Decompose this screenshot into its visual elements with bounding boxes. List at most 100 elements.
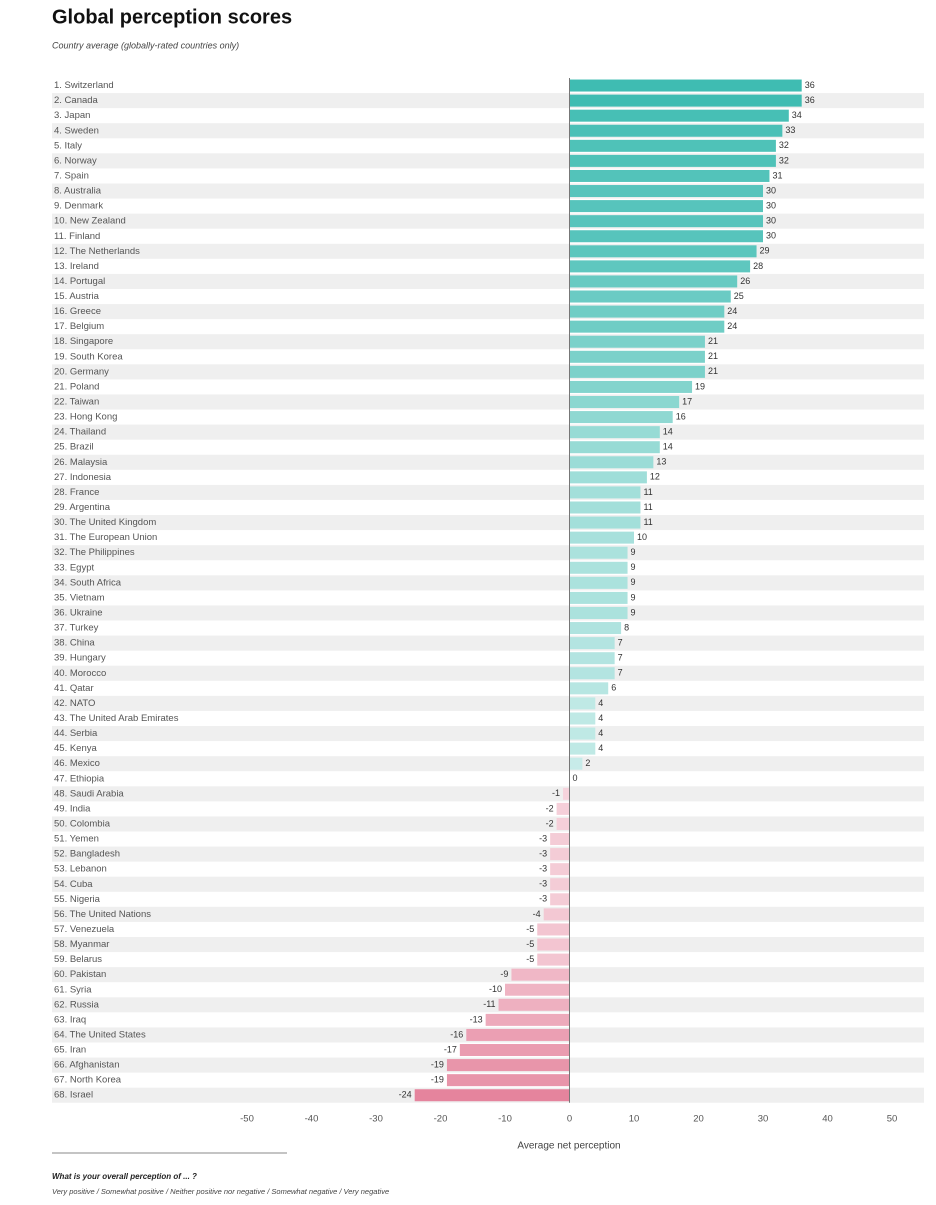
value-label: 14 [663,427,673,437]
value-label: -19 [431,1059,444,1069]
value-label: 9 [631,592,636,602]
value-label: 9 [631,547,636,557]
bar [569,350,705,363]
bar [569,576,628,589]
bar [537,923,570,936]
y-tick-label: 33. Egypt [54,562,94,573]
row-stripe [52,605,924,621]
bar [569,652,615,665]
bar [569,667,615,680]
bar [569,215,763,228]
value-label: -4 [533,909,541,919]
value-label: 36 [805,80,815,90]
x-tick-label: 0 [567,1114,572,1125]
row-stripe [52,545,924,561]
row-stripe [52,273,924,289]
y-tick-label: 2. Canada [54,95,99,106]
row-stripe [52,153,924,169]
value-label: 31 [772,170,782,180]
value-label: 34 [792,110,802,120]
y-tick-label: 56. The United Nations [54,909,151,920]
row-stripe [52,575,924,591]
bar [569,109,789,122]
value-label: 21 [708,366,718,376]
footer-question: What is your overall perception of ... ? [52,1172,197,1181]
y-tick-label: 65. Iran [54,1045,86,1056]
y-tick-label: 1. Switzerland [54,80,114,91]
row-stripe [52,183,924,199]
bar [569,712,596,725]
row-stripe [52,726,924,742]
value-label: 4 [598,698,603,708]
bar [569,154,776,167]
bar [569,275,738,288]
y-tick-label: 60. Pakistan [54,969,106,980]
value-label: 4 [598,743,603,753]
value-label: 30 [766,200,776,210]
y-tick-label: 45. Kenya [54,743,97,754]
value-label: -16 [450,1029,463,1039]
chart-title: Global perception scores [52,6,292,28]
value-label: -13 [470,1014,483,1024]
row-stripe [52,816,924,832]
row-stripe [52,635,924,651]
bar [569,320,725,333]
value-label: -3 [539,848,547,858]
value-label: -3 [539,864,547,874]
value-label: 24 [727,306,737,316]
bar [446,1059,570,1072]
y-tick-label: 52. Bangladesh [54,849,120,860]
y-tick-label: 32. The Philippines [54,547,135,558]
bar [569,200,763,213]
row-stripe [52,515,924,531]
x-tick-label: -40 [305,1114,319,1125]
x-tick-label: 20 [693,1114,704,1125]
y-tick-label: 14. Portugal [54,276,105,287]
value-label: -11 [483,999,495,1009]
value-label: -5 [526,924,534,934]
value-label: 21 [708,351,718,361]
bar [569,742,596,755]
y-tick-label: 49. India [54,803,91,814]
y-tick-label: 31. The European Union [54,532,157,543]
bar [414,1089,570,1102]
bar [569,606,628,619]
row-stripe [52,304,924,320]
y-tick-label: 24. Thailand [54,427,106,438]
value-label: -1 [552,788,560,798]
value-label: 21 [708,336,718,346]
y-tick-label: 5. Italy [54,140,82,151]
y-tick-label: 58. Myanmar [54,939,109,950]
value-label: 8 [624,622,629,632]
y-tick-label: 12. The Netherlands [54,246,140,257]
value-label: -5 [526,954,534,964]
value-label: 9 [631,607,636,617]
bar [550,878,570,891]
y-tick-label: 20. Germany [54,366,109,377]
bar [569,426,660,439]
bar [569,456,654,469]
y-tick-label: 13. Ireland [54,261,99,272]
footer-scale: Very positive / Somewhat positive / Neit… [52,1187,389,1196]
value-label: -24 [399,1090,412,1100]
bar [569,531,634,544]
x-tick-label: -20 [434,1114,448,1125]
row-stripe [52,334,924,350]
bar [569,697,596,710]
row-stripe [52,484,924,500]
value-label: 10 [637,532,647,542]
bar [563,787,570,800]
value-label: 17 [682,396,692,406]
bar [511,968,570,981]
value-label: 32 [779,155,789,165]
value-label: 19 [695,381,705,391]
y-tick-label: 35. Vietnam [54,592,105,603]
bar [569,139,776,152]
bar [569,441,660,454]
bar [485,1013,570,1026]
value-label: 6 [611,683,616,693]
value-label: 7 [618,638,623,648]
bar [569,290,731,303]
y-tick-label: 61. Syria [54,984,92,995]
